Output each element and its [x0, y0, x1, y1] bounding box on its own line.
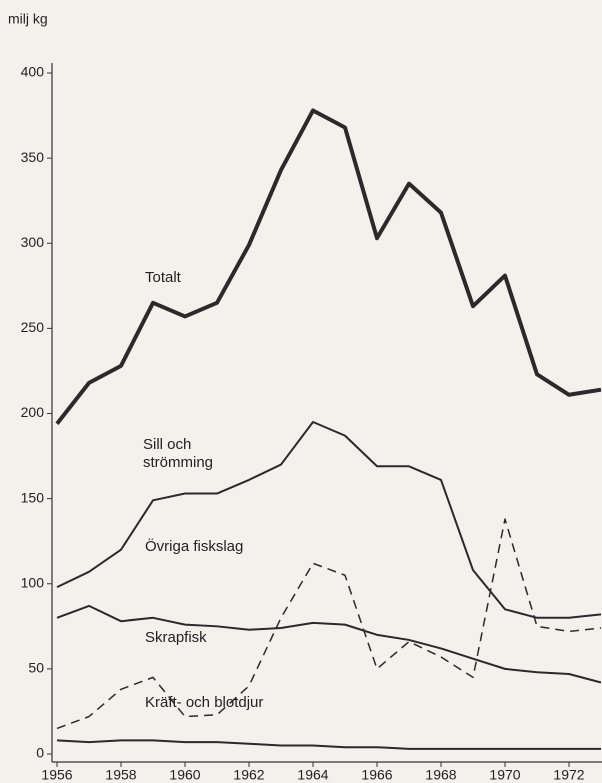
- y-tick-label: 0: [36, 745, 44, 761]
- series-line: [56, 421, 602, 619]
- series-line: [56, 604, 602, 684]
- x-tick-label: 1964: [297, 767, 328, 783]
- y-tick-label: 200: [21, 404, 45, 420]
- x-tick-label: 1960: [169, 767, 200, 783]
- y-tick-label: 350: [21, 149, 45, 165]
- y-tick-label: 100: [21, 574, 45, 590]
- series-label: Totalt: [145, 269, 181, 286]
- x-tick-label: 1966: [361, 767, 392, 783]
- x-tick-label: 1956: [41, 767, 72, 783]
- series-label: Sill och strömming: [143, 436, 214, 471]
- y-tick-label: 150: [21, 489, 45, 505]
- series-line: [56, 518, 602, 730]
- series-line: [55, 108, 602, 425]
- series-label: Kräft- och blotdjur: [145, 694, 264, 711]
- x-tick-label: 1972: [553, 767, 584, 783]
- series-line: [56, 739, 601, 750]
- y-axis-label: milj kg: [8, 11, 48, 27]
- x-tick-label: 1958: [105, 767, 136, 783]
- y-tick-label: 250: [21, 319, 45, 335]
- y-tick-label: 400: [21, 64, 45, 80]
- y-tick-label: 300: [21, 234, 45, 250]
- x-tick-label: 1962: [233, 767, 264, 783]
- y-tick-label: 50: [28, 660, 44, 676]
- x-tick-label: 1970: [489, 767, 520, 783]
- series-label: Skrapfisk: [145, 629, 207, 646]
- x-tick-label: 1968: [425, 767, 456, 783]
- series-label: Övriga fiskslag: [145, 538, 244, 555]
